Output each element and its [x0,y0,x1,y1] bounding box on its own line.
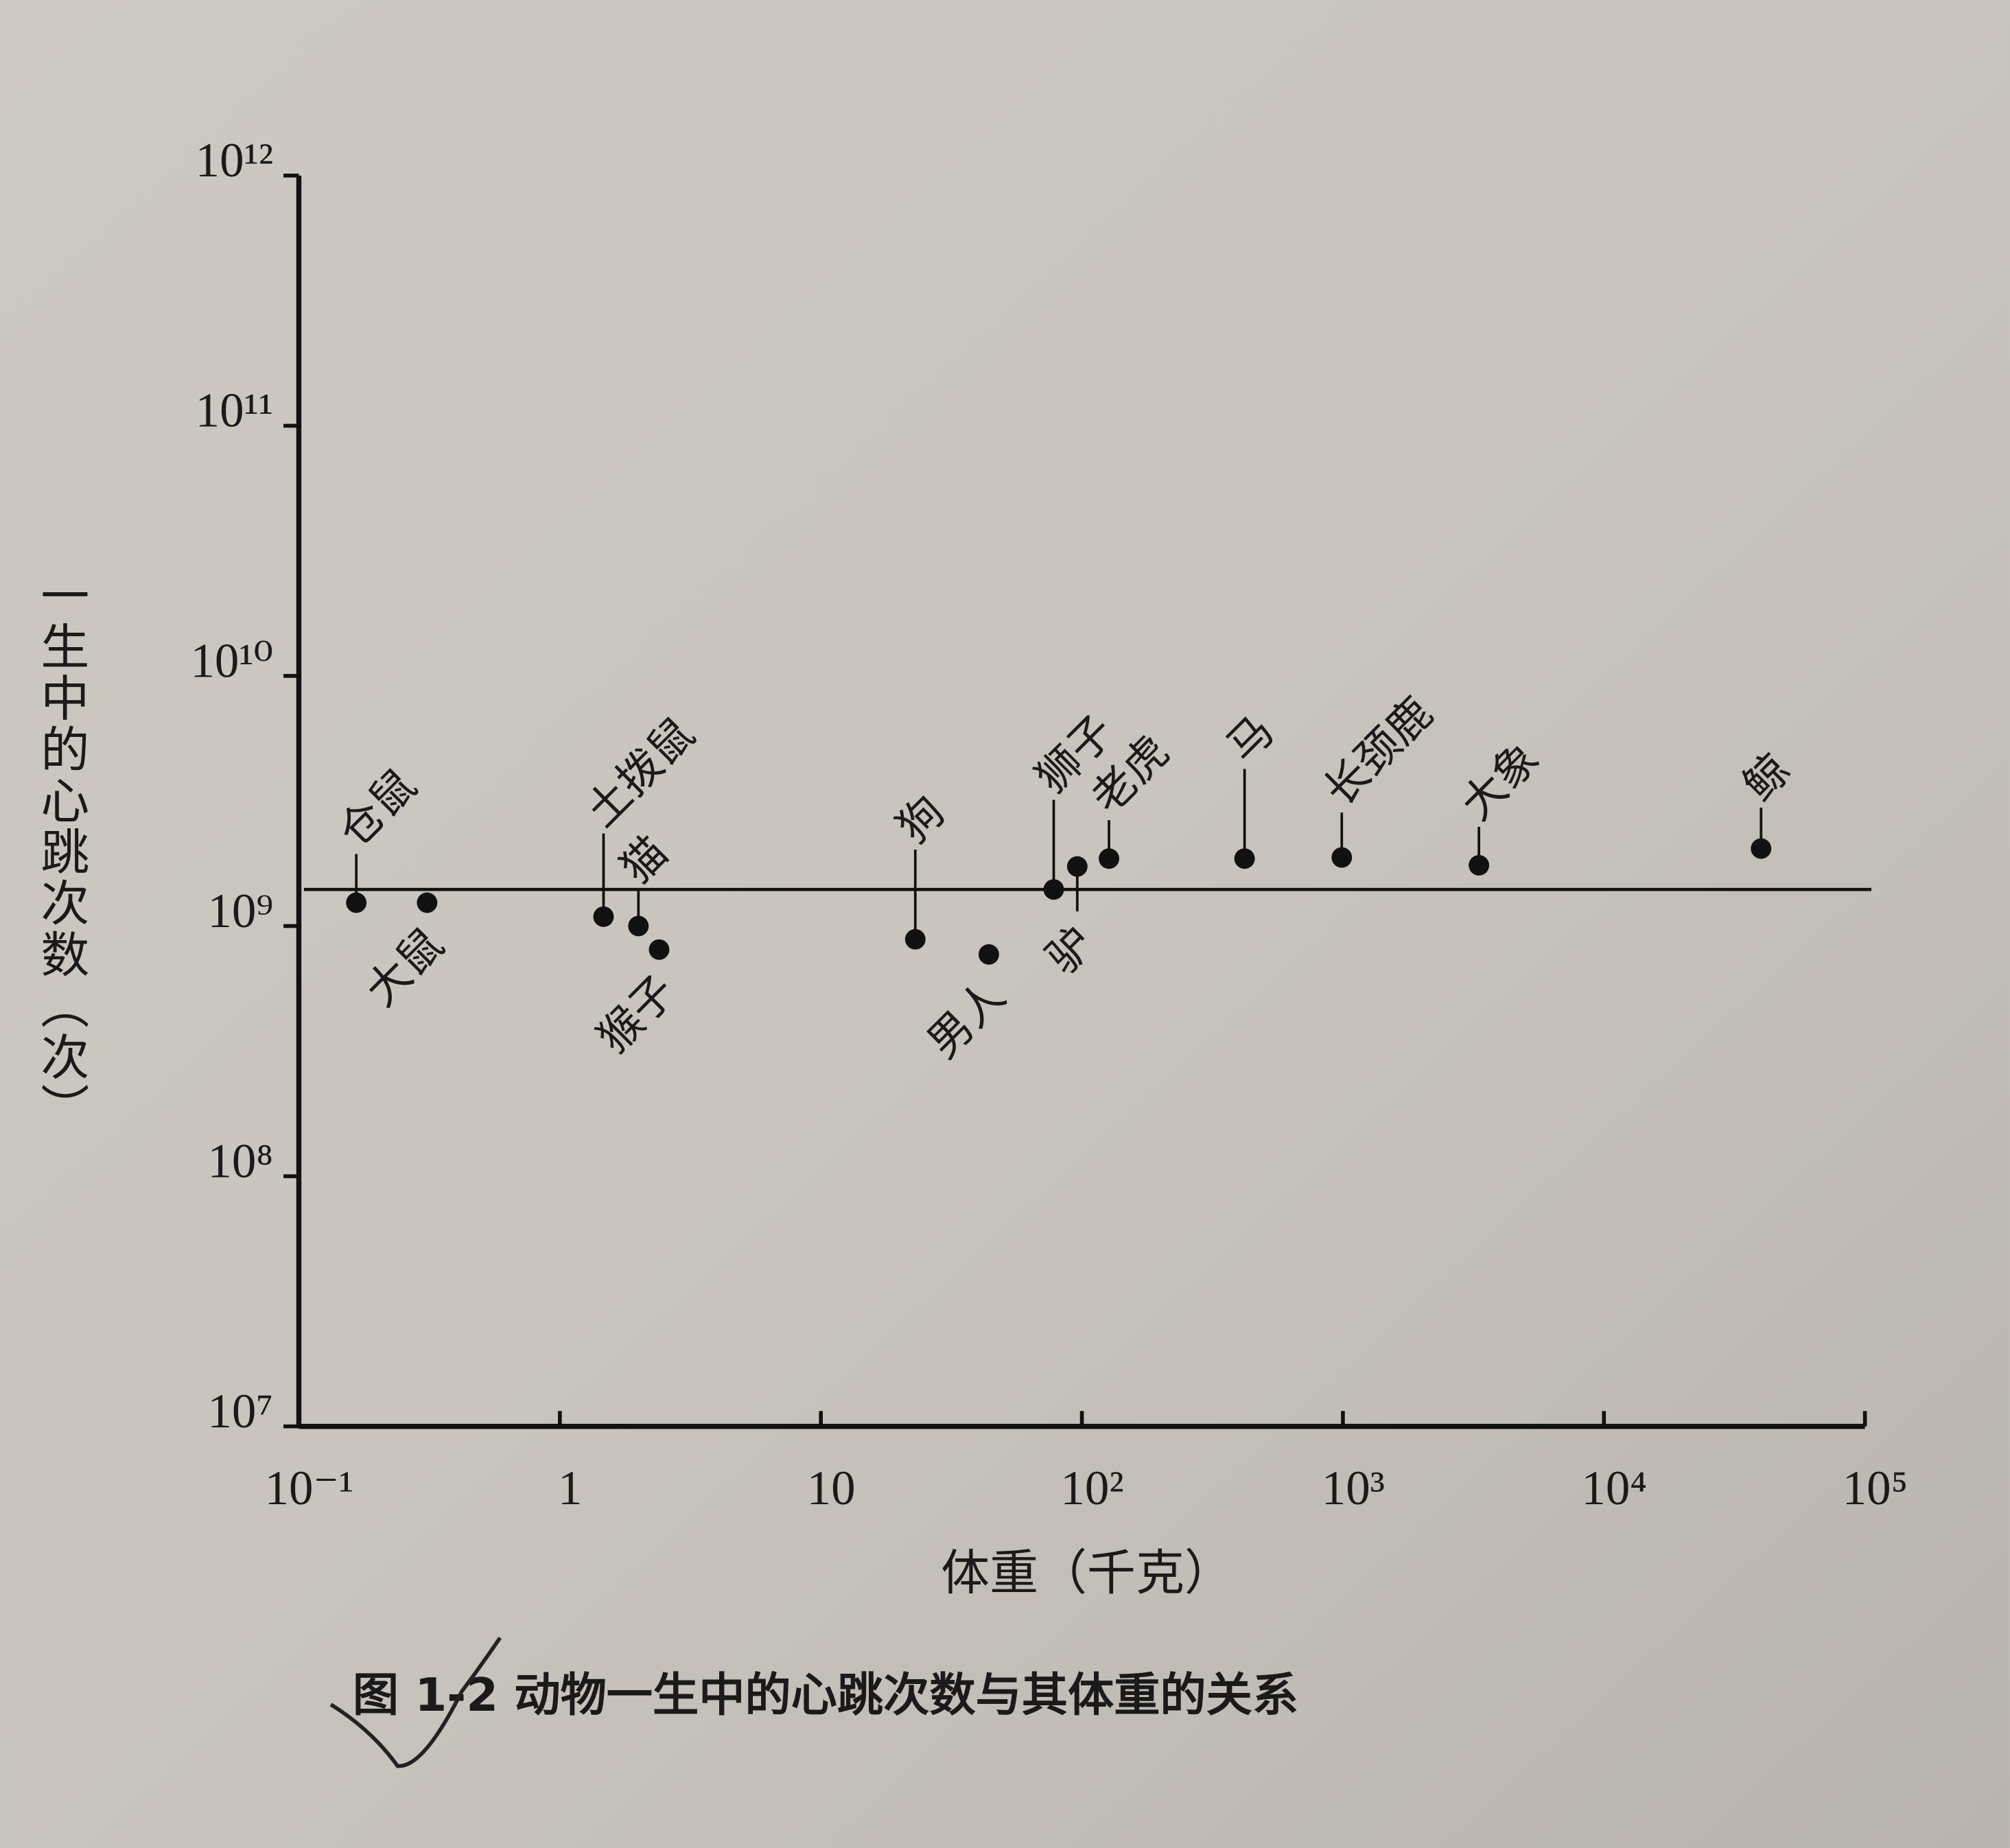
data-point [1331,847,1353,868]
data-point [648,939,670,960]
data-point [1066,856,1088,877]
y-tick-label: 10¹² [196,134,274,187]
y-tick-label: 10⁸ [207,1134,273,1188]
data-point [417,892,438,913]
x-axis-label: 体重（千克） [941,1545,1233,1602]
data-point [1234,848,1255,869]
data-point [593,906,614,927]
pen-mark [329,1637,502,1768]
x-tick-label: 10⁵ [1843,1462,1908,1515]
y-axis-label: 一生中的心跳次数（次） [33,570,90,1134]
x-tick-label: 10² [1060,1462,1123,1515]
data-point [628,915,649,937]
data-point [1751,838,1772,859]
data-point [904,928,926,950]
data-point [1469,854,1490,876]
y-tick-label: 10⁹ [207,885,273,938]
y-tick-label: 10¹⁰ [190,634,273,688]
figure-caption: 图 1-2 动物一生中的心跳次数与其体重的关系 [353,1668,1298,1722]
x-tick-label: 10 [807,1462,856,1515]
x-tick-label: 10⁻¹ [265,1462,354,1515]
data-point [1043,879,1064,900]
data-point [1099,848,1119,869]
data-point [978,944,999,965]
y-tick-label: 10⁷ [207,1385,273,1438]
data-point [346,892,367,913]
x-tick-label: 10³ [1322,1462,1385,1515]
x-tick-label: 1 [558,1462,582,1515]
y-tick-label: 10¹¹ [196,384,274,438]
x-tick-label: 10⁴ [1581,1462,1647,1515]
